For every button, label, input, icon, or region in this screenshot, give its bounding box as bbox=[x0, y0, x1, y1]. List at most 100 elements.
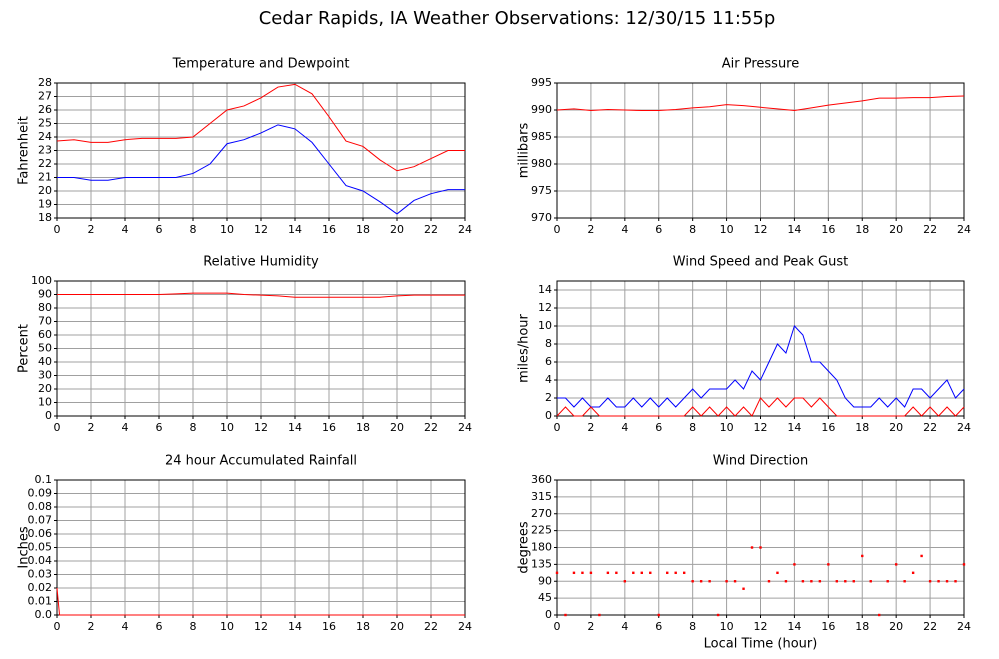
y-axis-label: Fahrenheit bbox=[17, 116, 32, 185]
data-point bbox=[962, 563, 966, 566]
x-tick-label: 6 bbox=[156, 421, 163, 434]
data-point bbox=[878, 613, 881, 617]
x-tick-label: 16 bbox=[322, 223, 336, 236]
data-point bbox=[911, 571, 915, 575]
y-tick-label: 45 bbox=[538, 591, 552, 604]
x-tick-label: 14 bbox=[787, 421, 801, 434]
x-tick-label: 2 bbox=[88, 223, 95, 236]
y-tick-label: 20 bbox=[38, 184, 52, 197]
x-tick-label: 18 bbox=[356, 223, 370, 236]
x-axis-label: Local Time (hour) bbox=[704, 637, 818, 652]
y-tick-label: 10 bbox=[38, 396, 52, 409]
x-tick-label: 6 bbox=[655, 223, 662, 236]
y-tick-label: 0 bbox=[45, 409, 52, 422]
x-tick-label: 0 bbox=[54, 223, 61, 236]
x-tick-label: 4 bbox=[122, 421, 129, 434]
y-tick-label: 0.08 bbox=[28, 500, 53, 513]
data-point bbox=[716, 613, 720, 617]
x-tick-label: 20 bbox=[889, 620, 903, 633]
y-tick-label: 8 bbox=[545, 337, 552, 350]
x-tick-label: 22 bbox=[923, 620, 937, 633]
x-tick-label: 12 bbox=[754, 223, 768, 236]
panel-title: Temperature and Dewpoint bbox=[172, 57, 350, 72]
x-tick-label: 6 bbox=[655, 421, 662, 434]
data-point bbox=[666, 571, 669, 575]
x-tick-label: 16 bbox=[821, 421, 835, 434]
data-point bbox=[555, 571, 559, 575]
y-tick-label: 135 bbox=[531, 557, 552, 570]
y-tick-label: 0.02 bbox=[28, 581, 53, 594]
panel-title: Relative Humidity bbox=[203, 255, 319, 270]
x-tick-label: 20 bbox=[390, 421, 404, 434]
x-tick-label: 22 bbox=[424, 421, 438, 434]
data-point bbox=[649, 571, 652, 575]
data-point bbox=[844, 580, 847, 583]
y-tick-label: 985 bbox=[531, 130, 552, 143]
x-tick-label: 22 bbox=[923, 223, 937, 236]
data-point bbox=[674, 571, 677, 575]
x-tick-label: 2 bbox=[88, 620, 95, 633]
y-tick-label: 0 bbox=[545, 608, 552, 621]
x-tick-label: 8 bbox=[190, 421, 197, 434]
data-point bbox=[725, 580, 728, 583]
data-point bbox=[776, 571, 779, 575]
x-tick-label: 18 bbox=[356, 620, 370, 633]
plot-border bbox=[556, 280, 965, 417]
y-tick-label: 0.09 bbox=[28, 487, 53, 500]
y-axis-label: Percent bbox=[17, 324, 32, 373]
data-point bbox=[759, 546, 762, 549]
data-point bbox=[708, 580, 711, 583]
y-tick-label: 0.0 bbox=[35, 608, 53, 621]
y-axis-label: miles/hour bbox=[517, 313, 532, 382]
x-tick-label: 22 bbox=[424, 223, 438, 236]
x-tick-label: 8 bbox=[190, 620, 197, 633]
x-tick-label: 18 bbox=[356, 421, 370, 434]
x-tick-label: 4 bbox=[621, 620, 628, 633]
data-point bbox=[827, 563, 830, 566]
y-tick-label: 225 bbox=[531, 524, 552, 537]
panel-title: Air Pressure bbox=[722, 57, 800, 72]
panel-title: Wind Direction bbox=[713, 454, 809, 469]
y-tick-label: 21 bbox=[38, 171, 52, 184]
y-tick-label: 0.01 bbox=[28, 595, 53, 608]
data-point bbox=[742, 587, 745, 590]
figure-title: Cedar Rapids, IA Weather Observations: 1… bbox=[259, 8, 776, 29]
x-tick-label: 12 bbox=[754, 620, 768, 633]
x-tick-label: 2 bbox=[587, 620, 594, 633]
y-tick-label: 14 bbox=[538, 283, 552, 296]
x-tick-label: 20 bbox=[390, 223, 404, 236]
x-tick-label: 22 bbox=[424, 620, 438, 633]
panel-title: 24 hour Accumulated Rainfall bbox=[165, 454, 357, 469]
x-tick-label: 4 bbox=[621, 223, 628, 236]
panel-title: Wind Speed and Peak Gust bbox=[673, 255, 848, 270]
y-tick-label: 995 bbox=[531, 76, 552, 89]
data-point bbox=[835, 580, 839, 583]
data-point bbox=[793, 563, 796, 566]
data-point bbox=[801, 580, 805, 583]
data-point bbox=[657, 613, 660, 617]
data-point bbox=[894, 563, 898, 566]
x-tick-label: 20 bbox=[889, 421, 903, 434]
x-tick-label: 16 bbox=[322, 421, 336, 434]
y-tick-label: 360 bbox=[531, 473, 552, 486]
data-point bbox=[632, 571, 635, 575]
data-point bbox=[945, 580, 949, 583]
x-tick-label: 8 bbox=[689, 620, 696, 633]
data-point bbox=[852, 580, 855, 583]
y-tick-label: 10 bbox=[538, 319, 552, 332]
plot-border bbox=[56, 280, 466, 417]
data-point bbox=[598, 613, 601, 617]
y-tick-label: 90 bbox=[38, 288, 52, 301]
x-tick-label: 24 bbox=[957, 421, 971, 434]
y-tick-label: 270 bbox=[531, 507, 552, 520]
x-tick-label: 14 bbox=[787, 223, 801, 236]
x-tick-label: 18 bbox=[855, 620, 869, 633]
data-point bbox=[818, 580, 822, 583]
data-point bbox=[640, 571, 643, 575]
x-tick-label: 18 bbox=[855, 421, 869, 434]
data-point bbox=[954, 580, 957, 583]
